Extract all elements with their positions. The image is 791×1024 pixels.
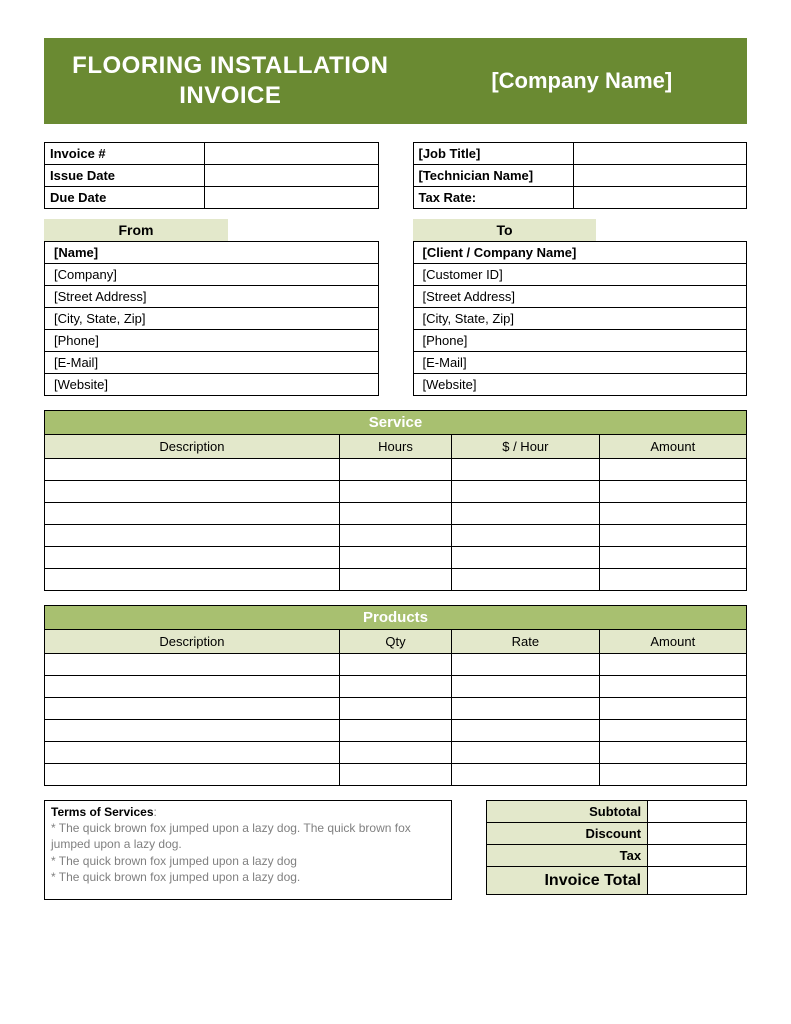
- invoice-no-label: Invoice #: [45, 143, 205, 165]
- terms-line: * The quick brown fox jumped upon a lazy…: [51, 821, 411, 851]
- product-row: [45, 720, 747, 742]
- title-line-1: FLOORING INSTALLATION: [72, 52, 388, 79]
- terms-line: * The quick brown fox jumped upon a lazy…: [51, 854, 297, 868]
- products-heading: Products: [44, 605, 747, 629]
- from-table: [Name] [Company] [Street Address] [City,…: [44, 241, 379, 396]
- products-section: Products Description Qty Rate Amount: [44, 605, 747, 786]
- products-col-desc: Description: [45, 630, 340, 654]
- to-field[interactable]: [Client / Company Name]: [413, 242, 747, 264]
- products-col-rate: Rate: [452, 630, 599, 654]
- technician-value[interactable]: [573, 165, 746, 187]
- meta-row: Invoice # Issue Date Due Date [Job Title…: [44, 142, 747, 209]
- invoice-no-value[interactable]: [205, 143, 378, 165]
- service-section: Service Description Hours $ / Hour Amoun…: [44, 410, 747, 591]
- service-row: [45, 525, 747, 547]
- job-title-label: [Job Title]: [413, 143, 573, 165]
- service-heading: Service: [44, 410, 747, 434]
- service-row: [45, 569, 747, 591]
- company-name: [Company Name]: [417, 68, 747, 94]
- discount-label: Discount: [486, 823, 647, 845]
- due-date-value[interactable]: [205, 187, 378, 209]
- products-col-qty: Qty: [339, 630, 451, 654]
- service-table: Description Hours $ / Hour Amount: [44, 434, 747, 591]
- invoice-total-label: Invoice Total: [486, 867, 647, 895]
- product-row: [45, 742, 747, 764]
- product-row: [45, 676, 747, 698]
- to-field[interactable]: [Customer ID]: [413, 264, 747, 286]
- from-field[interactable]: [E-Mail]: [45, 352, 379, 374]
- to-field[interactable]: [City, State, Zip]: [413, 308, 747, 330]
- address-row: From [Name] [Company] [Street Address] […: [44, 219, 747, 396]
- from-heading: From: [44, 219, 228, 241]
- issue-date-value[interactable]: [205, 165, 378, 187]
- from-field[interactable]: [Phone]: [45, 330, 379, 352]
- product-row: [45, 698, 747, 720]
- product-row: [45, 654, 747, 676]
- service-col-hours: Hours: [339, 435, 451, 459]
- to-field[interactable]: [Phone]: [413, 330, 747, 352]
- totals-block: Subtotal Discount Tax Invoice Total: [486, 800, 747, 895]
- tax-rate-label: Tax Rate:: [413, 187, 573, 209]
- products-col-amount: Amount: [599, 630, 746, 654]
- service-col-desc: Description: [45, 435, 340, 459]
- invoice-page: FLOORING INSTALLATION INVOICE [Company N…: [0, 0, 791, 938]
- invoice-title: FLOORING INSTALLATION INVOICE: [44, 51, 417, 111]
- service-col-rate: $ / Hour: [452, 435, 599, 459]
- invoice-meta-table: Invoice # Issue Date Due Date: [44, 142, 379, 209]
- tax-rate-value[interactable]: [573, 187, 746, 209]
- products-table: Description Qty Rate Amount: [44, 629, 747, 786]
- subtotal-label: Subtotal: [486, 801, 647, 823]
- tax-label: Tax: [486, 845, 647, 867]
- terms-line: * The quick brown fox jumped upon a lazy…: [51, 870, 300, 884]
- to-field[interactable]: [E-Mail]: [413, 352, 747, 374]
- bottom-row: Terms of Services: * The quick brown fox…: [44, 800, 747, 900]
- job-title-value[interactable]: [573, 143, 746, 165]
- service-row: [45, 547, 747, 569]
- totals-table: Subtotal Discount Tax Invoice Total: [486, 800, 747, 895]
- from-field[interactable]: [City, State, Zip]: [45, 308, 379, 330]
- subtotal-value[interactable]: [648, 801, 747, 823]
- discount-value[interactable]: [648, 823, 747, 845]
- title-line-2: INVOICE: [179, 82, 281, 109]
- terms-box: Terms of Services: * The quick brown fox…: [44, 800, 452, 900]
- header-band: FLOORING INSTALLATION INVOICE [Company N…: [44, 38, 747, 124]
- technician-label: [Technician Name]: [413, 165, 573, 187]
- terms-title: Terms of Services: [51, 805, 154, 819]
- issue-date-label: Issue Date: [45, 165, 205, 187]
- to-field[interactable]: [Website]: [413, 374, 747, 396]
- to-field[interactable]: [Street Address]: [413, 286, 747, 308]
- from-field[interactable]: [Company]: [45, 264, 379, 286]
- invoice-total-value[interactable]: [648, 867, 747, 895]
- service-row: [45, 481, 747, 503]
- from-field[interactable]: [Website]: [45, 374, 379, 396]
- from-field[interactable]: [Name]: [45, 242, 379, 264]
- tax-value[interactable]: [648, 845, 747, 867]
- from-field[interactable]: [Street Address]: [45, 286, 379, 308]
- job-meta-table: [Job Title] [Technician Name] Tax Rate:: [413, 142, 748, 209]
- to-heading: To: [413, 219, 597, 241]
- service-col-amount: Amount: [599, 435, 746, 459]
- service-row: [45, 503, 747, 525]
- product-row: [45, 764, 747, 786]
- to-table: [Client / Company Name] [Customer ID] [S…: [413, 241, 748, 396]
- service-row: [45, 459, 747, 481]
- due-date-label: Due Date: [45, 187, 205, 209]
